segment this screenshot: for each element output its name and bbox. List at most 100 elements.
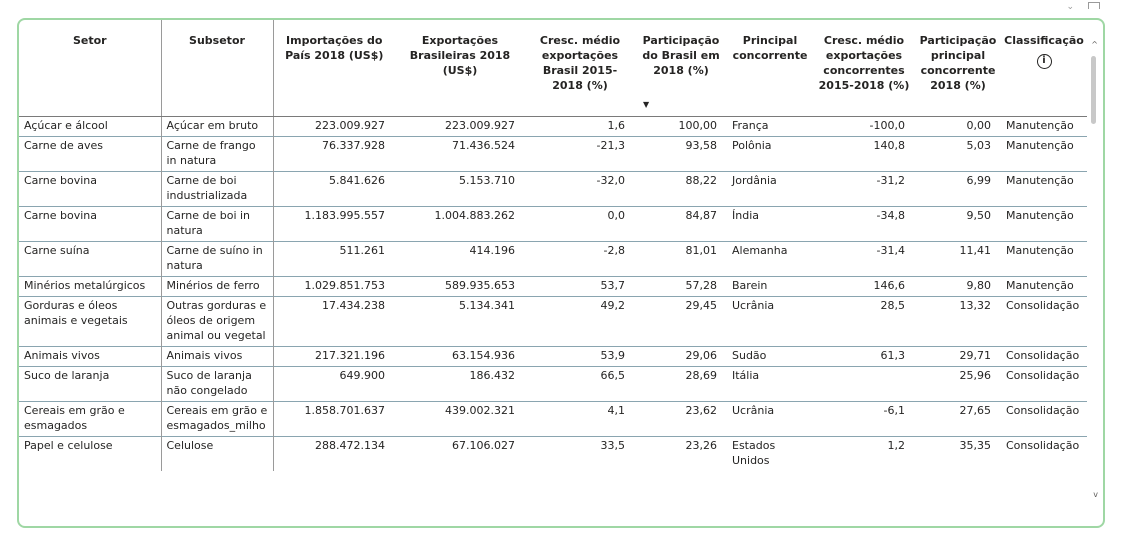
- cell-exportacoes: 414.196: [395, 240, 525, 276]
- cell-subsetor: Animais vivos: [160, 345, 274, 366]
- column-header-subsetor[interactable]: Subsetor: [160, 20, 274, 117]
- cell-participacao-concorrente: 0,00: [966, 118, 992, 132]
- cell-exportacoes: 1.004.883.262: [395, 205, 525, 241]
- cell-principal-concorrente: Ucrânia: [727, 295, 813, 346]
- cell-cresc-brasil: 4,1: [525, 400, 635, 436]
- cell-importacoes: 1.183.995.557: [273, 205, 395, 241]
- cell-exportacoes: 223.009.927: [445, 118, 515, 132]
- cell-participacao-brasil: 57,28: [635, 275, 727, 296]
- cell-participacao-concorrente: 29,71: [915, 345, 1001, 366]
- column-header-setor[interactable]: Setor: [19, 20, 161, 117]
- cell-principal-concorrente: Jordânia: [727, 170, 813, 206]
- header-row: Setor Subsetor Importações do País 2018 …: [19, 20, 1087, 117]
- table-row[interactable]: Carne suína Carne de suíno in natura 511.2…: [19, 240, 1087, 276]
- column-header-exportacoes[interactable]: Exportações Brasileiras 2018 (US$): [395, 20, 525, 117]
- cell-principal-concorrente: Índia: [727, 205, 813, 241]
- more-options-icon[interactable]: ⌄: [1066, 2, 1074, 12]
- table-row[interactable]: Animais vivos Animais vivos 217.321.196 63.…: [19, 345, 1087, 366]
- cell-classificacao: Consolidação: [1001, 435, 1087, 471]
- cell-cresc-concorrentes: 1,2: [813, 435, 915, 471]
- cell-cresc-concorrentes: -100,0: [869, 118, 905, 132]
- cell-importacoes: 1.029.851.753: [273, 275, 395, 296]
- cell-importacoes: 288.472.134: [273, 435, 395, 471]
- cell-principal-concorrente: Sudão: [727, 345, 813, 366]
- sort-descending-icon[interactable]: ▼: [643, 99, 650, 109]
- cell-cresc-brasil: 66,5: [525, 365, 635, 401]
- cell-principal-concorrente: Ucrânia: [727, 400, 813, 436]
- cell-importacoes: 17.434.238: [273, 295, 395, 346]
- cell-principal-concorrente: Polônia: [727, 135, 813, 171]
- cell-subsetor: Minérios de ferro: [160, 275, 274, 296]
- column-header-participacao-brasil[interactable]: Participação do Brasil em 2018 (%) ▼: [635, 20, 727, 117]
- visual-header-controls: ⌄: [1066, 2, 1100, 12]
- cell-principal-concorrente: Alemanha: [727, 240, 813, 276]
- column-header-participacao-concorrente[interactable]: Participação principal concorrente 2018 …: [915, 20, 1001, 117]
- cell-exportacoes: 589.935.653: [395, 275, 525, 296]
- cell-cresc-concorrentes: 146,6: [813, 275, 915, 296]
- cell-cresc-brasil: 0,0: [525, 205, 635, 241]
- cell-participacao-brasil: 28,69: [635, 365, 727, 401]
- cell-participacao-concorrente: 35,35: [915, 435, 1001, 471]
- table-row[interactable]: Papel e celulose Celulose 288.472.134 67.10…: [19, 435, 1087, 471]
- cell-principal-concorrente: Barein: [727, 275, 813, 296]
- cell-participacao-concorrente: 5,03: [915, 135, 1001, 171]
- cell-importacoes: 1.858.701.637: [273, 400, 395, 436]
- column-header-cresc-concorrentes[interactable]: Cresc. médio exportações concorrentes 20…: [813, 20, 915, 117]
- column-header-principal-concorrente[interactable]: Principal concorrente: [727, 20, 813, 117]
- column-header-classificacao[interactable]: Classificação i: [1001, 20, 1087, 117]
- cell-cresc-brasil: 1,6: [607, 118, 626, 132]
- table-row[interactable]: Cereais em grão e esmagados Cereais em gr…: [19, 400, 1087, 436]
- cell-cresc-concorrentes: [813, 365, 915, 401]
- cell-classificacao: Manutenção: [1001, 275, 1087, 296]
- table-row[interactable]: Carne bovina Carne de boi industrializada…: [19, 170, 1087, 206]
- cell-classificacao: Manutenção: [1001, 135, 1087, 171]
- cell-cresc-brasil: 49,2: [525, 295, 635, 346]
- cell-exportacoes: 63.154.936: [395, 345, 525, 366]
- cell-cresc-brasil: -21,3: [525, 135, 635, 171]
- cell-cresc-concorrentes: -31,2: [813, 170, 915, 206]
- table-row[interactable]: Carne de aves Carne de frango in natura 76…: [19, 135, 1087, 171]
- cell-participacao-concorrente: 9,50: [915, 205, 1001, 241]
- cell-participacao-brasil: 88,22: [635, 170, 727, 206]
- cell-importacoes: 223.009.927: [315, 118, 385, 132]
- table-row[interactable]: Açúcar e álcool Açúcar em bruto 223.009.92…: [19, 116, 1087, 136]
- cell-classificacao: Manutenção: [1006, 118, 1074, 132]
- cell-setor: Minérios metalúrgicos: [19, 275, 161, 296]
- cell-participacao-brasil: 84,87: [635, 205, 727, 241]
- table-row[interactable]: Carne bovina Carne de boi in natura 1.183.…: [19, 205, 1087, 241]
- cell-participacao-brasil: 100,00: [678, 118, 718, 132]
- cell-cresc-concorrentes: -34,8: [813, 205, 915, 241]
- cell-exportacoes: 71.436.524: [395, 135, 525, 171]
- cell-cresc-brasil: 33,5: [525, 435, 635, 471]
- cell-importacoes: 76.337.928: [273, 135, 395, 171]
- scroll-down-icon[interactable]: v: [1093, 490, 1098, 499]
- cell-cresc-concorrentes: -31,4: [813, 240, 915, 276]
- cell-subsetor: Açúcar em bruto: [160, 116, 274, 136]
- cell-cresc-concorrentes: 61,3: [813, 345, 915, 366]
- data-table: Setor Subsetor Importações do País 2018 …: [19, 20, 1087, 471]
- table-row[interactable]: Gorduras e óleos animais e vegetais Outra…: [19, 295, 1087, 346]
- cell-subsetor: Suco de laranja não congelado: [160, 365, 274, 401]
- column-header-cresc-brasil[interactable]: Cresc. médio exportações Brasil 2015-201…: [525, 20, 635, 117]
- cell-cresc-brasil: 53,9: [525, 345, 635, 366]
- cell-principal-concorrente: Itália: [727, 365, 813, 401]
- cell-importacoes: 511.261: [273, 240, 395, 276]
- cell-classificacao: Consolidação: [1001, 295, 1087, 346]
- scroll-up-icon[interactable]: ^: [1091, 40, 1098, 49]
- cell-classificacao: Manutenção: [1001, 240, 1087, 276]
- cell-participacao-concorrente: 27,65: [915, 400, 1001, 436]
- cell-classificacao: Manutenção: [1001, 170, 1087, 206]
- cell-setor: Animais vivos: [19, 345, 161, 366]
- column-header-importacoes[interactable]: Importações do País 2018 (US$): [273, 20, 395, 117]
- info-circle-icon[interactable]: i: [1036, 54, 1052, 69]
- cell-participacao-brasil: 23,62: [635, 400, 727, 436]
- table-row[interactable]: Minérios metalúrgicos Minérios de ferro 1.…: [19, 275, 1087, 296]
- vertical-scrollbar[interactable]: [1091, 56, 1096, 124]
- table-row[interactable]: Suco de laranja Suco de laranja não conge…: [19, 365, 1087, 401]
- cell-classificacao: Consolidação: [1001, 365, 1087, 401]
- focus-mode-icon[interactable]: [1088, 2, 1100, 9]
- cell-setor: Carne de aves: [19, 135, 161, 171]
- cell-cresc-concorrentes: 140,8: [813, 135, 915, 171]
- cell-subsetor: Outras gorduras e óleos de origem animal…: [160, 295, 274, 346]
- cell-exportacoes: 67.106.027: [395, 435, 525, 471]
